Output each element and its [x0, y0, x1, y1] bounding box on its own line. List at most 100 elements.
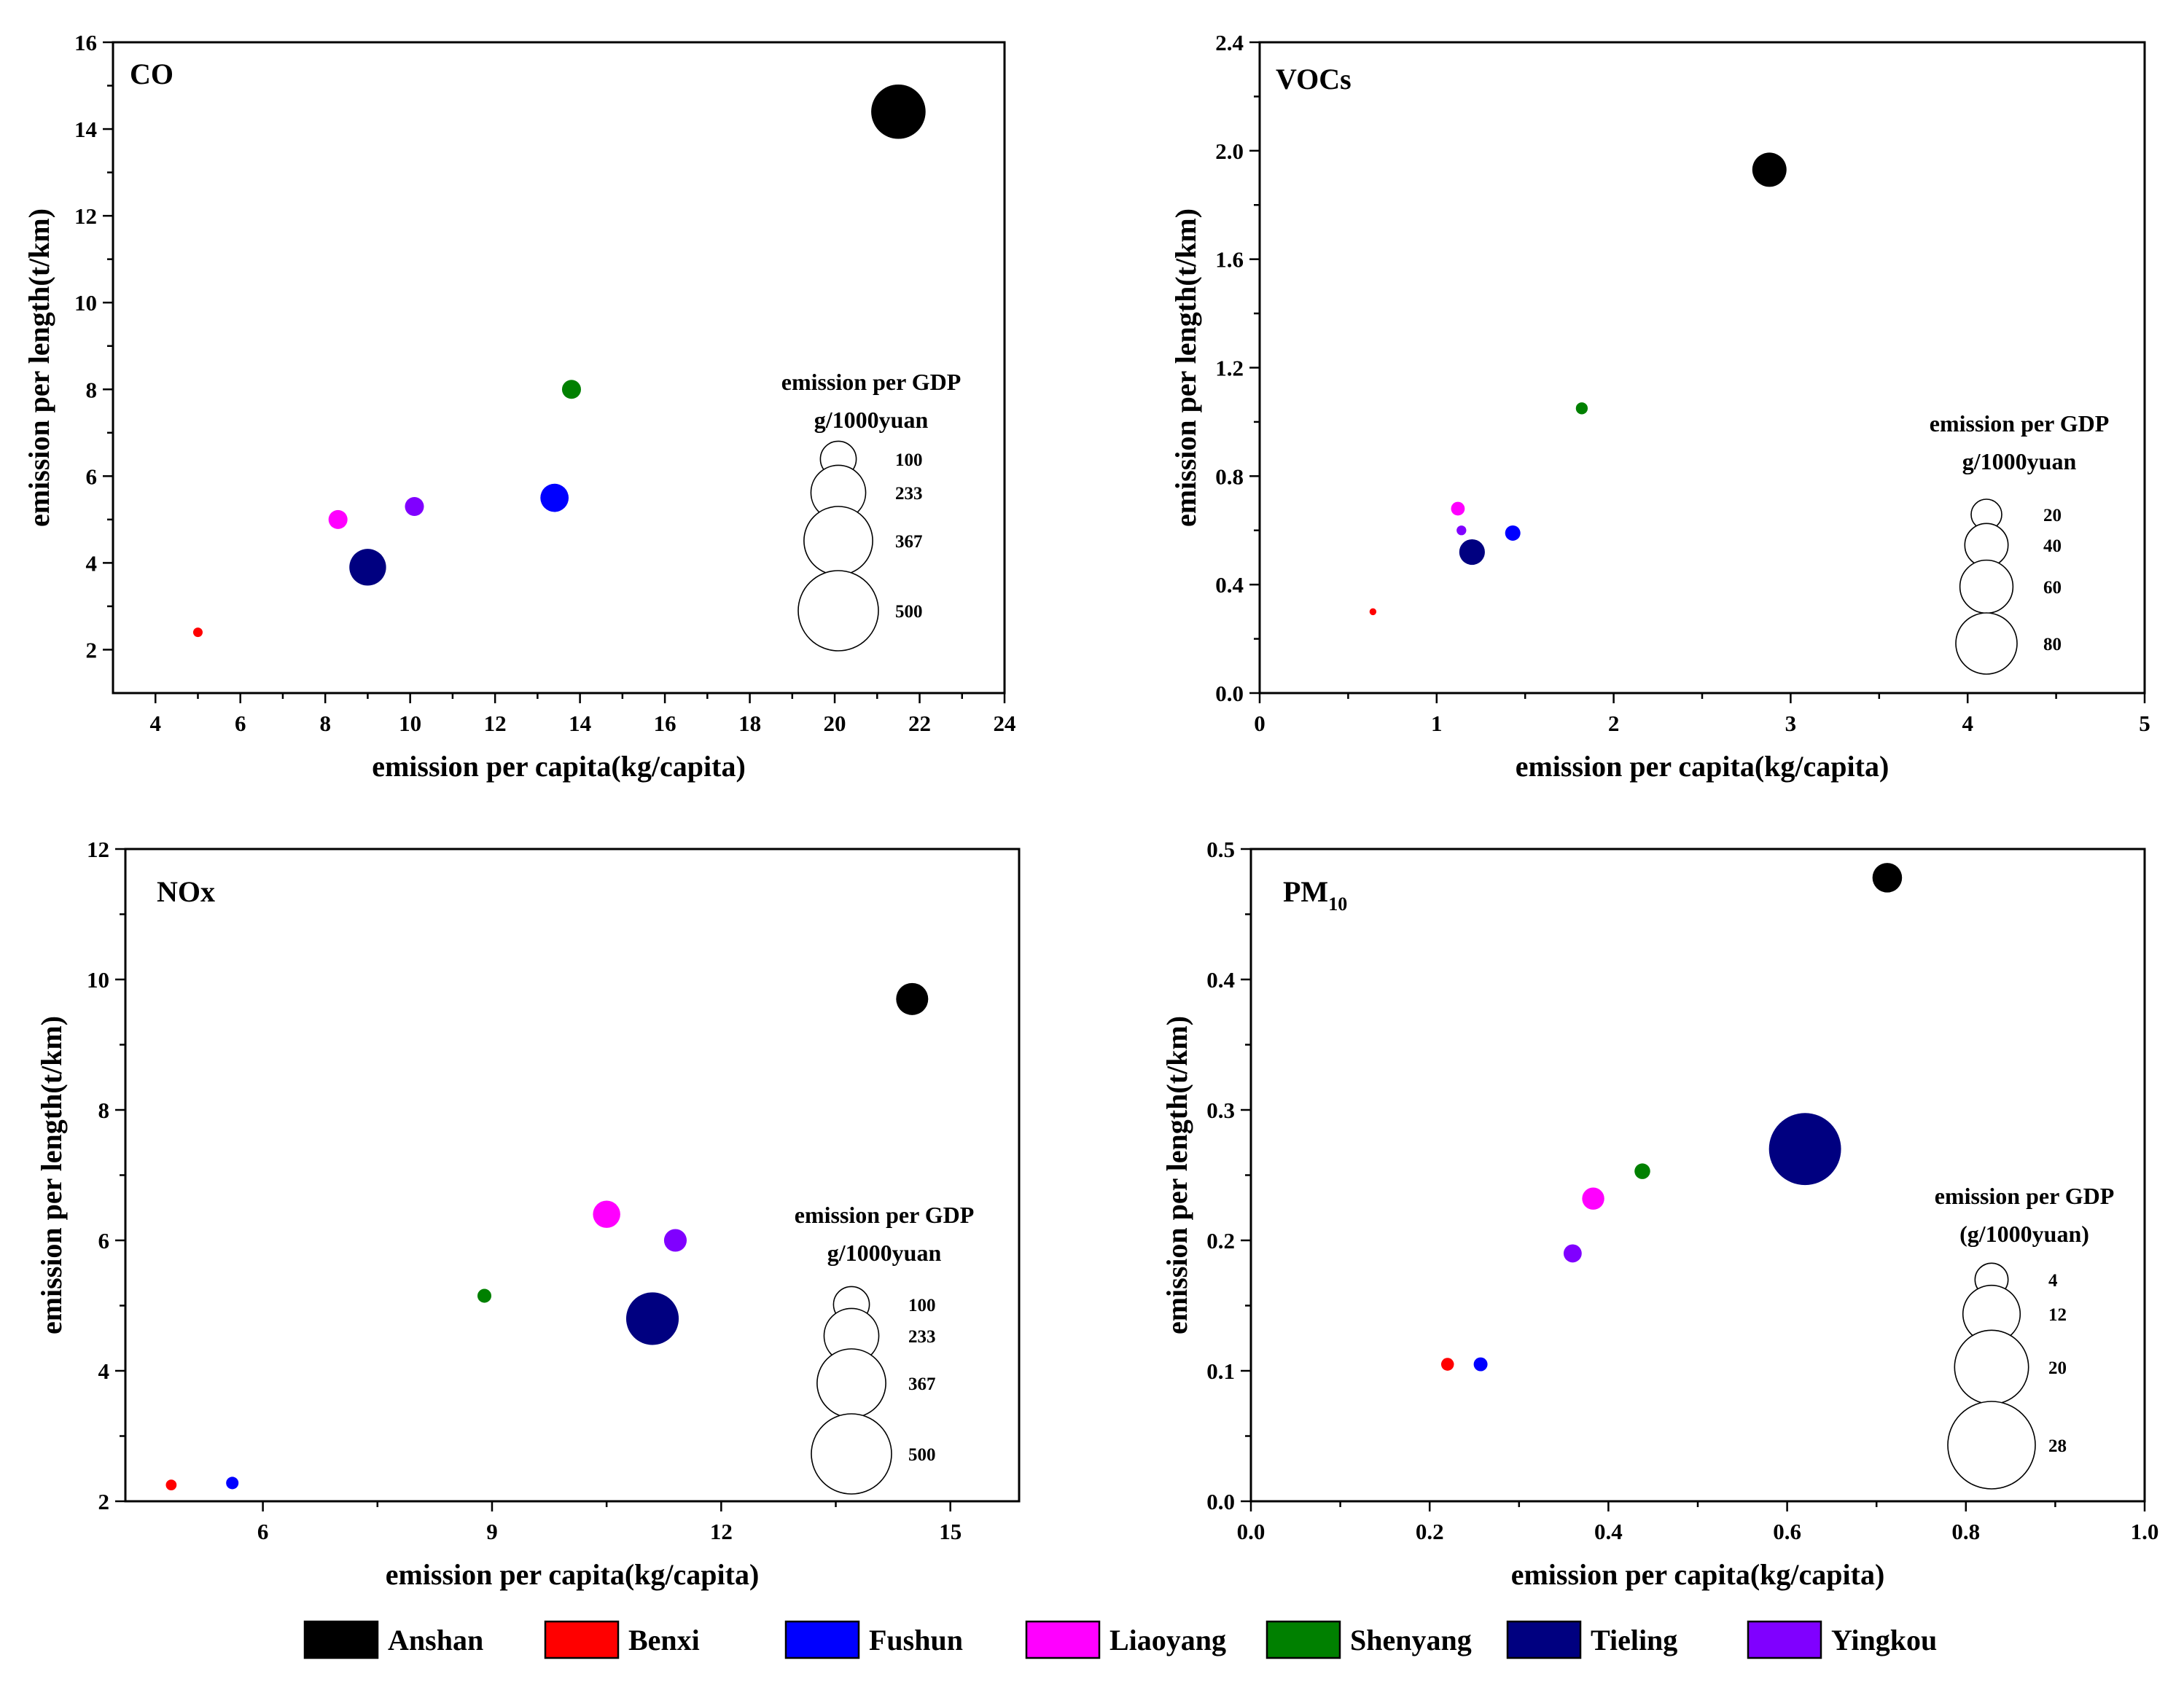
legend-swatch-anshan [303, 1620, 379, 1659]
pm10-x-axis-title: emission per capita(kg/capita) [1511, 1558, 1885, 1591]
vocs-point-tieling: Tieling [1459, 539, 1485, 566]
nox-x-tick-label: 15 [939, 1519, 962, 1544]
pm10-panel-title: PM10 [1283, 875, 1347, 915]
co-y-tick-label: 14 [74, 117, 97, 142]
legend-item-liaoyang: Liaoyang [1025, 1620, 1226, 1659]
co-x-tick-label: 18 [738, 711, 761, 736]
vocs-size-ring-label: 20 [2043, 506, 2062, 525]
co-points: Anshan Benxi Fushun Liaoyang Shenyang Tieling… [192, 84, 926, 638]
legend-swatch-shenyang [1265, 1620, 1341, 1659]
pm10-size-legend-title: emission per GDP [1935, 1183, 2115, 1209]
vocs-panel-title: VOCs [1276, 63, 1352, 95]
co-y-axis-title: emission per length(t/km) [23, 208, 55, 527]
nox-size-ring-label: 500 [908, 1445, 936, 1465]
pm10-size-legend: emission per GDP (g/1000yuan) 4 12 20 28 [1935, 1183, 2115, 1490]
pm10-y-axis: 0.0 0.1 0.2 0.3 0.4 0.5 [1206, 837, 1251, 1514]
panel-vocs: 0 1 2 3 4 5 0.0 0.4 0.8 1.2 1.6 2.0 2.4 emission per … [1169, 30, 2150, 783]
legend-label-tieling: Tieling [1591, 1624, 1677, 1656]
co-x-tick-label: 16 [654, 711, 676, 736]
legend-item-anshan: Anshan [303, 1620, 483, 1659]
co-x-tick-label: 24 [994, 711, 1016, 736]
vocs-size-ring [1959, 559, 2014, 614]
vocs-y-tick-label: 1.6 [1215, 247, 1244, 273]
legend-swatch-benxi [544, 1620, 620, 1659]
nox-y-axis-title: emission per length(t/km) [35, 1016, 68, 1334]
vocs-x-tick-label: 3 [1785, 711, 1797, 736]
co-x-tick-label: 20 [824, 711, 846, 736]
co-point-tieling: Tieling [349, 549, 386, 586]
city-legend: Anshan Benxi Fushun Liaoyang Shenyang Tieling… [303, 1620, 1937, 1659]
vocs-point-benxi: Benxi [1369, 608, 1377, 616]
pm10-x-axis: 0.0 0.2 0.4 0.6 0.8 1.0 [1237, 1501, 2159, 1544]
nox-point-liaoyang: Liaoyang [593, 1200, 620, 1228]
nox-size-ring [816, 1348, 886, 1418]
co-size-legend-title: g/1000yuan [814, 407, 929, 433]
co-x-tick-label: 10 [399, 711, 421, 736]
legend-swatch-liaoyang [1025, 1620, 1101, 1659]
nox-y-tick-label: 8 [98, 1098, 110, 1123]
pm10-size-ring [1954, 1329, 2029, 1405]
vocs-y-tick-label: 0.8 [1215, 463, 1244, 489]
nox-y-tick-label: 6 [98, 1228, 110, 1253]
co-y-tick-label: 10 [74, 290, 97, 316]
co-point-shenyang: Shenyang [561, 380, 581, 399]
pm10-x-tick-label: 0.4 [1594, 1519, 1623, 1544]
nox-point-tieling: Tieling [625, 1292, 679, 1345]
co-x-tick-label: 6 [235, 711, 246, 736]
pm10-x-tick-label: 1.0 [2131, 1519, 2159, 1544]
nox-point-benxi: Benxi [165, 1479, 177, 1491]
pm10-x-tick-label: 0.6 [1773, 1519, 1801, 1544]
vocs-x-tick-label: 4 [1962, 711, 1973, 736]
vocs-size-legend-title: g/1000yuan [1962, 448, 2077, 474]
nox-size-ring-label: 100 [908, 1296, 936, 1315]
co-point-liaoyang: Liaoyang [328, 509, 348, 529]
co-point-yingkou: Yingkou [405, 496, 424, 517]
nox-y-tick-label: 2 [98, 1489, 110, 1514]
nox-y-tick-label: 12 [87, 837, 109, 862]
nox-plot-frame [124, 848, 1021, 1503]
vocs-y-tick-label: 0.0 [1215, 681, 1244, 706]
pm10-panel-title-subscript: 10 [1328, 893, 1347, 915]
co-x-tick-label: 8 [319, 711, 331, 736]
pm10-x-tick-label: 0.8 [1951, 1519, 1980, 1544]
pm10-point-liaoyang: Liaoyang [1582, 1187, 1604, 1210]
nox-size-ring-label: 367 [908, 1374, 936, 1394]
nox-x-tick-label: 12 [710, 1519, 733, 1544]
nox-point-shenyang: Shenyang [477, 1288, 492, 1303]
vocs-y-tick-label: 0.4 [1215, 572, 1244, 598]
vocs-point-fushun: Fushun [1505, 525, 1521, 541]
legend-swatch-yingkou [1747, 1620, 1822, 1659]
co-y-tick-label: 4 [86, 550, 98, 576]
vocs-y-tick-label: 1.2 [1215, 356, 1244, 381]
pm10-y-axis-title: emission per length(t/km) [1161, 1016, 1193, 1334]
co-size-ring [797, 570, 879, 652]
vocs-x-tick-label: 5 [2139, 711, 2150, 736]
nox-size-ring-label: 233 [908, 1327, 936, 1347]
pm10-y-tick-label: 0.4 [1206, 967, 1235, 993]
nox-x-axis-title: emission per capita(kg/capita) [386, 1558, 760, 1591]
pm10-points: Anshan Benxi Fushun Liaoyang Shenyang Tieling… [1440, 863, 1903, 1372]
pm10-point-yingkou: Yingkou [1563, 1244, 1582, 1263]
legend-swatch-tieling [1506, 1620, 1582, 1659]
legend-item-shenyang: Shenyang [1265, 1620, 1472, 1659]
co-size-ring-label: 100 [895, 450, 923, 470]
legend-label-fushun: Fushun [869, 1624, 963, 1656]
co-y-tick-label: 6 [86, 463, 98, 489]
co-size-ring-label: 367 [895, 532, 923, 552]
vocs-x-axis-title: emission per capita(kg/capita) [1516, 750, 1889, 783]
legend-label-shenyang: Shenyang [1350, 1624, 1472, 1656]
nox-points: Anshan Benxi Fushun Liaoyang Shenyang Tieling… [165, 982, 929, 1491]
legend-item-benxi: Benxi [544, 1620, 700, 1659]
pm10-size-ring-label: 28 [2048, 1436, 2067, 1456]
pm10-x-tick-label: 0.0 [1237, 1519, 1265, 1544]
co-size-ring-label: 500 [895, 602, 923, 622]
legend-label-liaoyang: Liaoyang [1109, 1624, 1226, 1656]
vocs-size-ring-label: 60 [2043, 578, 2062, 598]
legend-item-yingkou: Yingkou [1747, 1620, 1937, 1659]
co-size-legend-title: emission per GDP [781, 369, 962, 395]
nox-y-tick-label: 10 [87, 967, 109, 993]
panel-nox: 6 9 12 15 2 4 6 8 10 12 emission per capita(kg/cap… [35, 837, 1021, 1591]
pm10-point-fushun: Fushun [1473, 1357, 1488, 1372]
pm10-plot-frame [1249, 848, 2146, 1503]
